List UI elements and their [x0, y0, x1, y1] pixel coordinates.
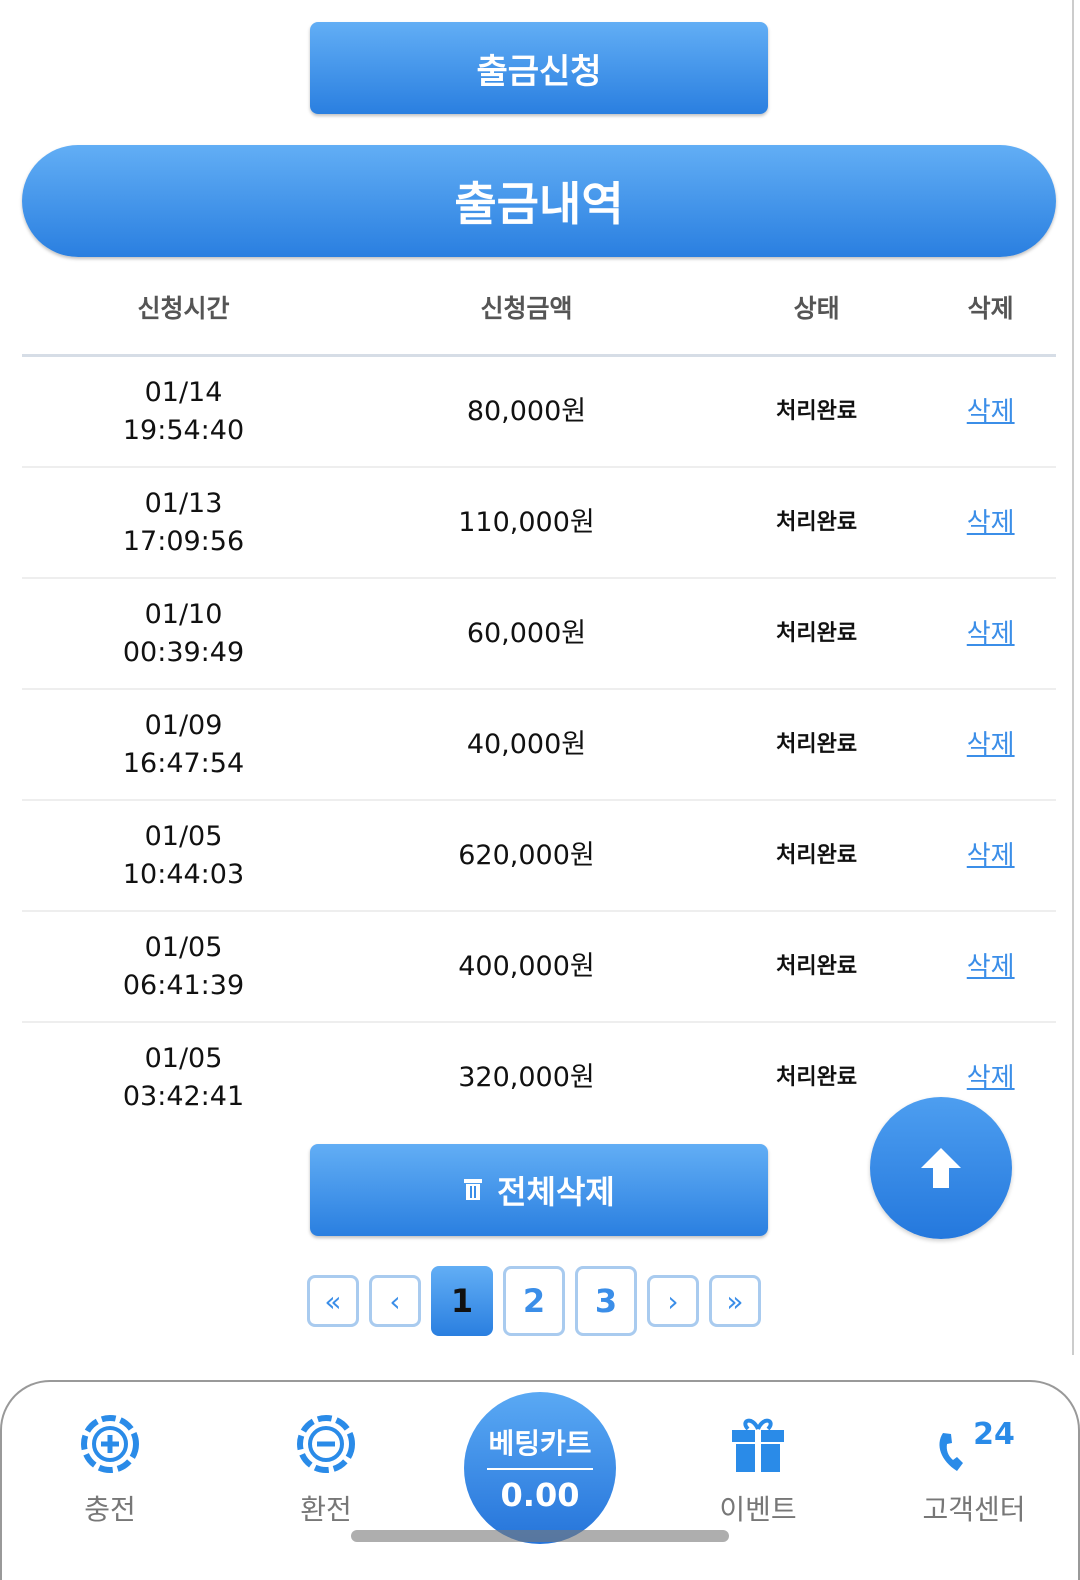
betting-cart-value: 0.00 [500, 1476, 580, 1514]
prev-page-button[interactable]: ‹ [369, 1275, 421, 1327]
scroll-to-top-button[interactable] [870, 1097, 1012, 1239]
support-badge: 24 [973, 1416, 1015, 1452]
request-date: 01/05 [144, 1042, 223, 1074]
request-time: 01/09 16:47:54 [22, 689, 346, 801]
status: 처리완료 [776, 1064, 858, 1090]
nav-charge-label: 충전 [84, 1493, 136, 1526]
page-1-button[interactable]: 1 [431, 1266, 493, 1336]
delete-cell: 삭제 [925, 689, 1056, 801]
table-row: 01/10 00:39:49 60,000원 처리완료 삭제 [22, 578, 1056, 690]
nav-exchange[interactable]: 환전 [256, 1412, 396, 1528]
delete-link[interactable]: 삭제 [966, 396, 1015, 427]
request-date: 01/05 [144, 931, 223, 963]
trash-icon [463, 1171, 483, 1209]
page-3-button[interactable]: 3 [575, 1266, 637, 1336]
request-clock: 10:44:03 [122, 858, 245, 890]
delete-link[interactable]: 삭제 [966, 729, 1015, 760]
table-row: 01/13 17:09:56 110,000원 처리완료 삭제 [22, 467, 1056, 579]
request-amount: 620,000원 [345, 800, 708, 912]
page-2-button[interactable]: 2 [503, 1266, 565, 1336]
header-request-time: 신청시간 [22, 260, 346, 357]
request-time: 01/14 19:54:40 [22, 355, 346, 468]
pagination: « ‹ 1 2 3 › » [307, 1266, 761, 1336]
request-amount: 400,000원 [345, 911, 708, 1023]
delete-all-button[interactable]: 전체삭제 [310, 1144, 768, 1236]
delete-cell: 삭제 [925, 911, 1056, 1023]
request-amount: 60,000원 [345, 578, 708, 690]
betting-cart-button[interactable]: 베팅카트 0.00 [464, 1392, 616, 1544]
request-time: 01/13 17:09:56 [22, 467, 346, 579]
header-delete: 삭제 [925, 260, 1056, 357]
request-clock: 16:47:54 [122, 747, 245, 779]
nav-event[interactable]: 이벤트 [688, 1412, 828, 1528]
delete-link[interactable]: 삭제 [966, 951, 1015, 982]
request-time: 01/10 00:39:49 [22, 578, 346, 690]
nav-exchange-label: 환전 [300, 1493, 352, 1526]
status: 처리완료 [707, 911, 926, 1023]
delete-link[interactable]: 삭제 [966, 840, 1015, 871]
delete-link[interactable]: 삭제 [966, 507, 1015, 538]
delete-cell: 삭제 [925, 800, 1056, 912]
nav-support-label: 고객센터 [922, 1493, 1026, 1526]
delete-all-label: 전체삭제 [497, 1173, 615, 1211]
status: 처리완료 [707, 578, 926, 690]
delete-cell: 삭제 [925, 355, 1056, 468]
phone-24-icon: 24 [904, 1412, 1044, 1476]
next-page-button[interactable]: › [647, 1275, 699, 1327]
table-row: 01/05 06:41:39 400,000원 처리완료 삭제 [22, 911, 1056, 1023]
request-amount: 40,000원 [345, 689, 708, 801]
request-date: 01/10 [144, 598, 223, 630]
table-row: 01/05 03:42:41 320,000원 처리완료 삭제 [22, 1022, 1056, 1132]
nav-charge[interactable]: 충전 [40, 1412, 180, 1528]
delete-cell: 삭제 [925, 578, 1056, 690]
chip-minus-icon [256, 1412, 396, 1476]
chip-plus-icon [40, 1412, 180, 1476]
scrollbar[interactable] [1072, 0, 1074, 1355]
betting-cart-label: 베팅카트 [487, 1422, 593, 1470]
request-amount: 80,000원 [345, 355, 708, 468]
request-clock: 00:39:49 [122, 636, 245, 668]
delete-link[interactable]: 삭제 [966, 1062, 1015, 1093]
request-date: 01/13 [144, 487, 223, 519]
header-request-amount: 신청금액 [345, 260, 708, 357]
delete-link[interactable]: 삭제 [966, 618, 1015, 649]
request-date: 01/05 [144, 820, 223, 852]
arrow-up-icon [921, 1148, 961, 1188]
table-row: 01/05 10:44:03 620,000원 처리완료 삭제 [22, 800, 1056, 912]
delete-cell: 삭제 [925, 1022, 1056, 1132]
status: 처리완료 [707, 355, 926, 468]
request-time: 01/05 03:42:41 [22, 1022, 345, 1132]
request-amount: 110,000원 [345, 467, 708, 579]
request-date: 01/14 [144, 376, 223, 408]
gift-icon [688, 1412, 828, 1476]
delete-cell: 삭제 [925, 467, 1056, 579]
request-amount: 320,000원 [458, 1061, 595, 1093]
withdraw-request-button[interactable]: 출금신청 [310, 22, 768, 114]
request-clock: 17:09:56 [122, 525, 245, 557]
first-page-button[interactable]: « [307, 1275, 359, 1327]
table-row: 01/09 16:47:54 40,000원 처리완료 삭제 [22, 689, 1056, 801]
home-indicator[interactable] [351, 1530, 729, 1542]
nav-event-label: 이벤트 [719, 1493, 797, 1526]
withdraw-history-title: 출금내역 [22, 145, 1056, 257]
status: 처리완료 [707, 800, 926, 912]
request-clock: 19:54:40 [122, 414, 245, 446]
request-time: 01/05 10:44:03 [22, 800, 346, 912]
request-clock: 03:42:41 [122, 1080, 245, 1112]
nav-support[interactable]: 24 고객센터 [904, 1412, 1044, 1528]
status: 처리완료 [707, 467, 926, 579]
status: 처리완료 [707, 689, 926, 801]
withdraw-history-table: 신청시간 신청금액 상태 삭제 01/14 19:54:40 80,000원 처리… [22, 260, 1056, 1132]
header-status: 상태 [707, 260, 926, 357]
table-row: 01/14 19:54:40 80,000원 처리완료 삭제 [22, 355, 1056, 468]
request-clock: 06:41:39 [122, 969, 245, 1001]
request-date: 01/09 [144, 709, 223, 741]
request-time: 01/05 06:41:39 [22, 911, 346, 1023]
last-page-button[interactable]: » [709, 1275, 761, 1327]
